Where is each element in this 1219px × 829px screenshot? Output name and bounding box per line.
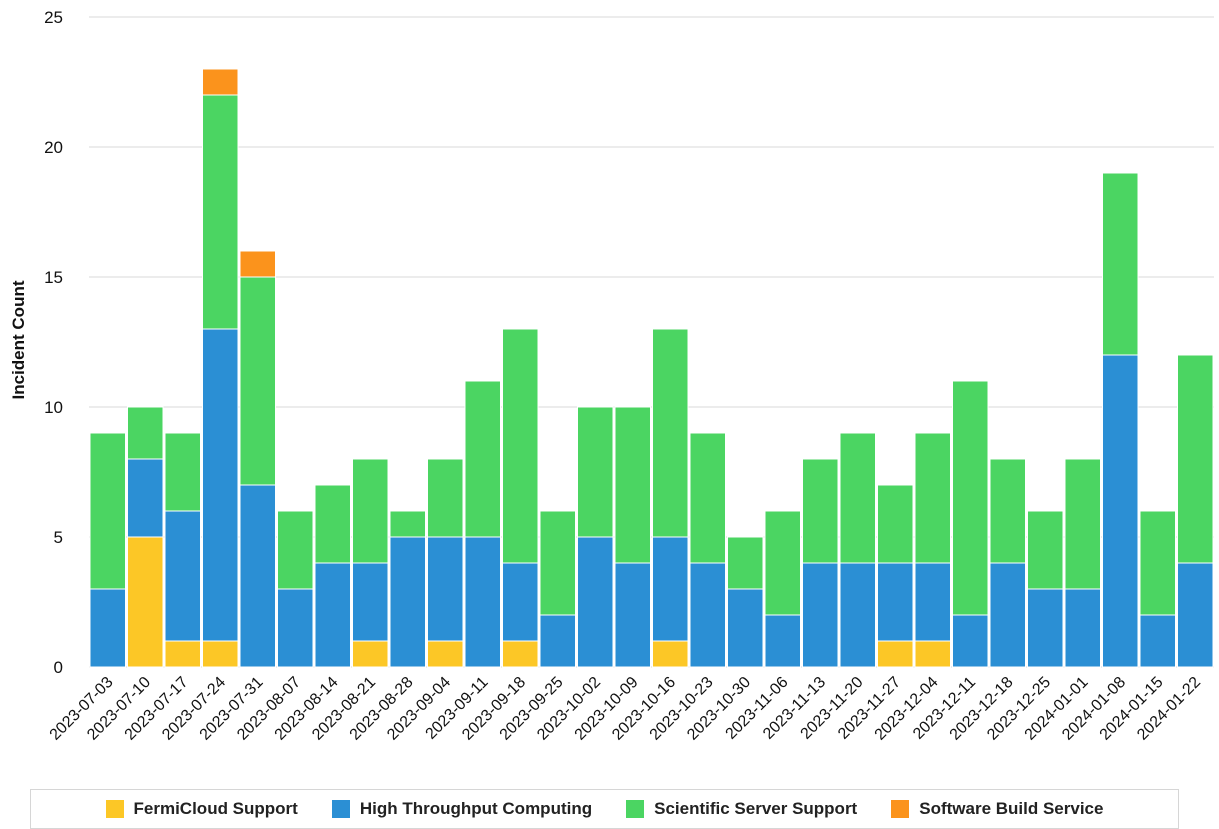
bar-segment[interactable] [577, 406, 614, 538]
bar-segment[interactable] [802, 562, 839, 668]
legend-swatch-software-build [891, 800, 910, 818]
bar-segment[interactable] [764, 510, 801, 616]
bar-segment[interactable] [614, 562, 651, 668]
bar-segment[interactable] [389, 510, 426, 538]
bar-segment[interactable] [239, 250, 276, 278]
y-tick-label: 15 [44, 268, 63, 287]
bar-segment[interactable] [952, 380, 989, 616]
bar-segment[interactable] [877, 484, 914, 564]
bar-segment[interactable] [89, 432, 126, 590]
bar-segment[interactable] [839, 562, 876, 668]
bar-segment[interactable] [502, 328, 539, 564]
bar-segment[interactable] [689, 562, 726, 668]
bar-segment[interactable] [727, 536, 764, 590]
legend-label-fermicloud: FermiCloud Support [133, 799, 298, 818]
bar-segment[interactable] [202, 328, 239, 642]
bar-segment[interactable] [1177, 354, 1214, 564]
bar-segment[interactable] [914, 640, 951, 668]
bar-segment[interactable] [127, 406, 164, 460]
bar-segment[interactable] [127, 536, 164, 668]
y-tick-label: 5 [54, 528, 63, 547]
bar-segment[interactable] [689, 432, 726, 564]
bar-segment[interactable] [1102, 354, 1139, 668]
bar-segment[interactable] [877, 562, 914, 642]
y-axis-label: Incident Count [9, 280, 28, 399]
legend-swatch-htc [331, 800, 350, 818]
bar-segment[interactable] [352, 640, 389, 668]
bar-segment[interactable] [314, 484, 351, 564]
bar-segment[interactable] [839, 432, 876, 564]
bar-segment[interactable] [877, 640, 914, 668]
bar-segment[interactable] [1139, 614, 1176, 668]
bar-segment[interactable] [239, 484, 276, 668]
legend-label-htc: High Throughput Computing [359, 799, 593, 818]
y-tick-label: 25 [44, 8, 63, 27]
bar-segment[interactable] [764, 614, 801, 668]
bar-segment[interactable] [277, 588, 314, 668]
bar-segment[interactable] [652, 536, 689, 642]
bar-segment[interactable] [539, 510, 576, 616]
bar-segment[interactable] [502, 640, 539, 668]
legend-item-scientific[interactable]: Scientific Server Support [626, 799, 857, 819]
bar-segment[interactable] [1027, 588, 1064, 668]
y-tick-label: 20 [44, 138, 63, 157]
bar-segment[interactable] [1139, 510, 1176, 616]
bar-segment[interactable] [989, 458, 1026, 564]
bar-segment[interactable] [389, 536, 426, 668]
bar-segment[interactable] [427, 458, 464, 538]
y-tick-label: 10 [44, 398, 63, 417]
y-tick-label: 0 [54, 658, 63, 677]
bar-segment[interactable] [164, 510, 201, 642]
bar-segment[interactable] [914, 562, 951, 642]
gridlines [89, 16, 1214, 668]
bar-segment[interactable] [89, 588, 126, 668]
bar-segment[interactable] [952, 614, 989, 668]
legend-item-software-build[interactable]: Software Build Service [891, 799, 1103, 819]
legend: FermiCloud Support High Throughput Compu… [30, 789, 1179, 829]
legend-item-htc[interactable]: High Throughput Computing [331, 799, 593, 819]
bar-segment[interactable] [352, 562, 389, 642]
bar-segment[interactable] [427, 640, 464, 668]
bar-segment[interactable] [914, 432, 951, 564]
legend-item-fermicloud[interactable]: FermiCloud Support [105, 799, 298, 819]
bar-segment[interactable] [127, 458, 164, 538]
stacked-bar-chart: 0 5 10 15 20 25 Incident Count 2023-07-032023… [9, 8, 1214, 744]
bar-segment[interactable] [352, 458, 389, 564]
bar-segment[interactable] [1064, 588, 1101, 668]
legend-swatch-fermicloud [105, 800, 124, 818]
bar-segment[interactable] [202, 640, 239, 668]
bar-segment[interactable] [164, 640, 201, 668]
bar-segment[interactable] [989, 562, 1026, 668]
y-axis-ticks: 0 5 10 15 20 25 [44, 8, 63, 677]
bar-segment[interactable] [614, 406, 651, 564]
bar-segment[interactable] [1064, 458, 1101, 590]
bar-segment[interactable] [427, 536, 464, 642]
bar-segment[interactable] [202, 68, 239, 96]
legend-swatch-scientific [626, 800, 645, 818]
legend-label-scientific: Scientific Server Support [654, 799, 858, 818]
bar-segment[interactable] [164, 432, 201, 512]
bar-segment[interactable] [239, 276, 276, 486]
bar-segment[interactable] [502, 562, 539, 642]
bar-segment[interactable] [464, 536, 501, 668]
bar-segment[interactable] [652, 640, 689, 668]
bar-segment[interactable] [802, 458, 839, 564]
bar-segment[interactable] [1177, 562, 1214, 668]
bar-segment[interactable] [577, 536, 614, 668]
bar-segment[interactable] [652, 328, 689, 538]
legend-label-software-build: Software Build Service [919, 799, 1104, 818]
bar-segment[interactable] [1102, 172, 1139, 356]
bars [89, 68, 1214, 668]
bar-segment[interactable] [539, 614, 576, 668]
bar-segment[interactable] [277, 510, 314, 590]
x-axis-ticks: 2023-07-032023-07-102023-07-172023-07-24… [47, 674, 1204, 744]
bar-segment[interactable] [727, 588, 764, 668]
bar-segment[interactable] [202, 94, 239, 330]
bar-segment[interactable] [314, 562, 351, 668]
bar-segment[interactable] [1027, 510, 1064, 590]
bar-segment[interactable] [464, 380, 501, 538]
